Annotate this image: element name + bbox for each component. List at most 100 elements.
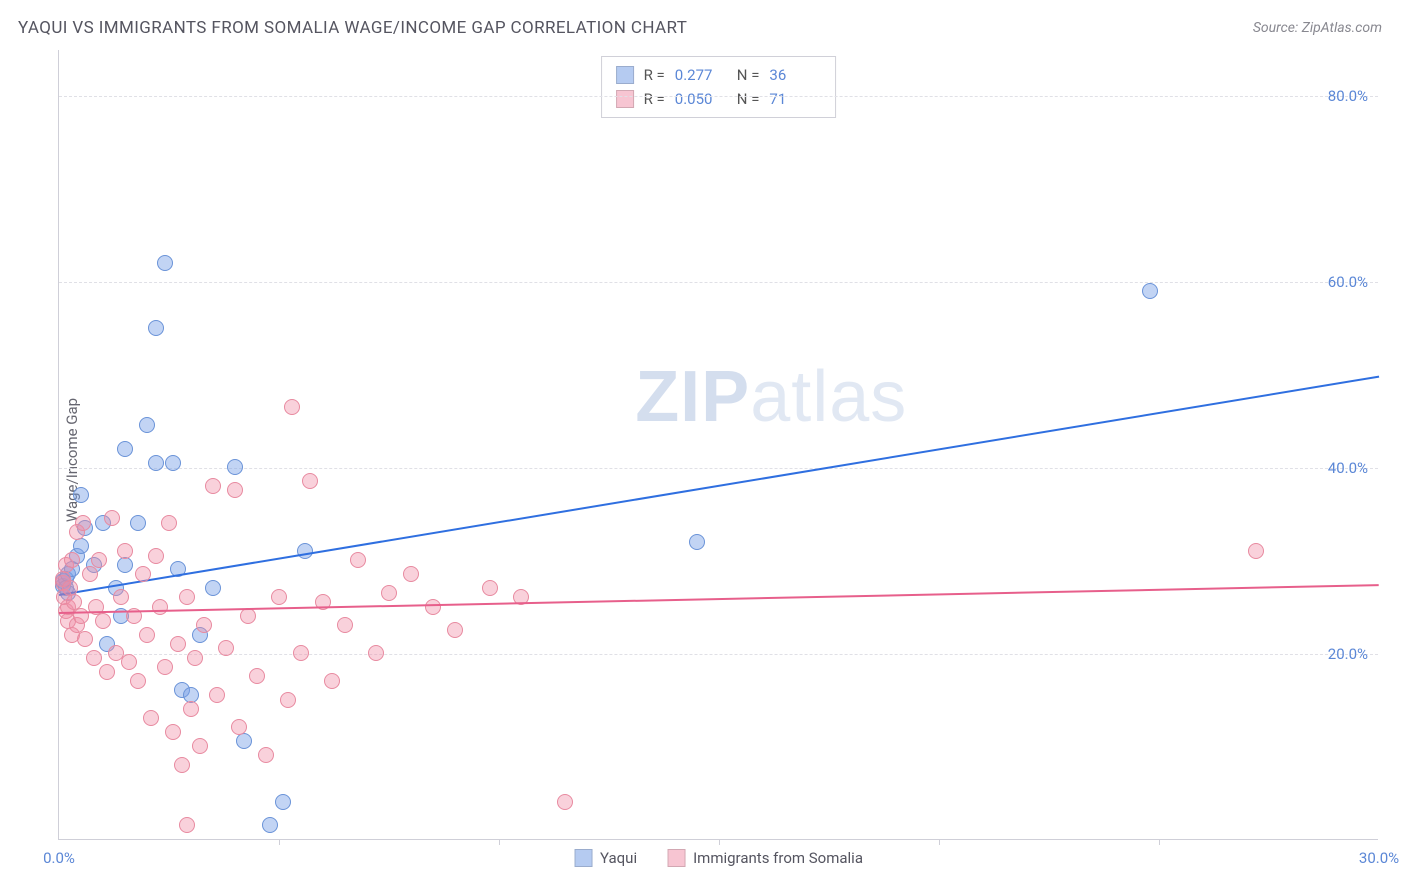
- data-point: [139, 417, 155, 433]
- watermark: ZIPatlas: [635, 356, 907, 438]
- data-point: [236, 733, 252, 749]
- data-point: [73, 608, 89, 624]
- data-point: [350, 552, 366, 568]
- legend-swatch: [616, 90, 634, 108]
- legend-row: R =0.277N =36: [616, 63, 822, 87]
- data-point: [240, 608, 256, 624]
- data-point: [218, 640, 234, 656]
- watermark-rest: atlas: [750, 357, 907, 437]
- legend-label: Immigrants from Somalia: [693, 849, 863, 867]
- data-point: [324, 673, 340, 689]
- legend-n-label: N =: [737, 63, 760, 87]
- xtick-mark: [719, 839, 720, 845]
- trend-line: [59, 584, 1379, 614]
- data-point: [117, 441, 133, 457]
- data-point: [99, 664, 115, 680]
- data-point: [227, 459, 243, 475]
- data-point: [1142, 283, 1158, 299]
- data-point: [86, 650, 102, 666]
- data-point: [183, 701, 199, 717]
- trend-line: [59, 375, 1379, 595]
- legend-n-value: 71: [769, 87, 821, 111]
- gridline-h: [59, 96, 1378, 97]
- data-point: [148, 320, 164, 336]
- legend-r-value: 0.050: [675, 87, 727, 111]
- data-point: [95, 613, 111, 629]
- data-point: [73, 538, 89, 554]
- xtick-mark: [939, 839, 940, 845]
- data-point: [403, 566, 419, 582]
- legend-correlation: R =0.277N =36R =0.050N =71: [601, 56, 837, 118]
- data-point: [262, 817, 278, 833]
- chart-title: YAQUI VS IMMIGRANTS FROM SOMALIA WAGE/IN…: [18, 18, 687, 38]
- data-point: [113, 589, 129, 605]
- data-point: [231, 719, 247, 735]
- data-point: [139, 627, 155, 643]
- data-point: [297, 543, 313, 559]
- data-point: [130, 515, 146, 531]
- data-point: [425, 599, 441, 615]
- data-point: [117, 543, 133, 559]
- data-point: [75, 515, 91, 531]
- data-point: [135, 566, 151, 582]
- data-point: [157, 255, 173, 271]
- data-point: [205, 580, 221, 596]
- data-point: [227, 482, 243, 498]
- legend-swatch: [574, 849, 592, 867]
- legend-item: Yaqui: [574, 849, 637, 867]
- data-point: [381, 585, 397, 601]
- legend-r-value: 0.277: [675, 63, 727, 87]
- data-point: [689, 534, 705, 550]
- data-point: [143, 710, 159, 726]
- xtick-label: 30.0%: [1359, 849, 1399, 867]
- data-point: [104, 510, 120, 526]
- data-point: [161, 515, 177, 531]
- data-point: [205, 478, 221, 494]
- data-point: [302, 473, 318, 489]
- data-point: [148, 548, 164, 564]
- data-point: [174, 757, 190, 773]
- data-point: [157, 659, 173, 675]
- watermark-bold: ZIP: [635, 357, 750, 437]
- legend-series: Yaqui Immigrants from Somalia: [574, 849, 863, 867]
- legend-label: Yaqui: [600, 849, 637, 867]
- source-label: Source: ZipAtlas.com: [1253, 20, 1382, 36]
- data-point: [152, 599, 168, 615]
- gridline-h: [59, 468, 1378, 469]
- legend-swatch: [616, 66, 634, 84]
- legend-n-value: 36: [769, 63, 821, 87]
- data-point: [187, 650, 203, 666]
- data-point: [196, 617, 212, 633]
- ytick-label: 80.0%: [1328, 87, 1368, 105]
- data-point: [271, 589, 287, 605]
- data-point: [82, 566, 98, 582]
- data-point: [121, 654, 137, 670]
- xtick-mark: [279, 839, 280, 845]
- chart-area: Wage/Income Gap ZIPatlas R =0.277N =36R …: [18, 50, 1388, 870]
- data-point: [482, 580, 498, 596]
- data-point: [258, 747, 274, 763]
- ytick-label: 40.0%: [1328, 459, 1368, 477]
- header-row: YAQUI VS IMMIGRANTS FROM SOMALIA WAGE/IN…: [0, 0, 1406, 48]
- xtick-mark: [1159, 839, 1160, 845]
- legend-r-label: R =: [644, 87, 665, 111]
- data-point: [209, 687, 225, 703]
- data-point: [179, 589, 195, 605]
- data-point: [249, 668, 265, 684]
- data-point: [77, 631, 93, 647]
- gridline-h: [59, 654, 1378, 655]
- data-point: [447, 622, 463, 638]
- data-point: [192, 738, 208, 754]
- legend-n-label: N =: [737, 87, 760, 111]
- data-point: [64, 552, 80, 568]
- ytick-label: 60.0%: [1328, 273, 1368, 291]
- data-point: [165, 724, 181, 740]
- data-point: [148, 455, 164, 471]
- data-point: [73, 487, 89, 503]
- xtick-label: 0.0%: [43, 849, 75, 867]
- data-point: [165, 455, 181, 471]
- legend-item: Immigrants from Somalia: [667, 849, 863, 867]
- data-point: [280, 692, 296, 708]
- data-point: [293, 645, 309, 661]
- xtick-mark: [499, 839, 500, 845]
